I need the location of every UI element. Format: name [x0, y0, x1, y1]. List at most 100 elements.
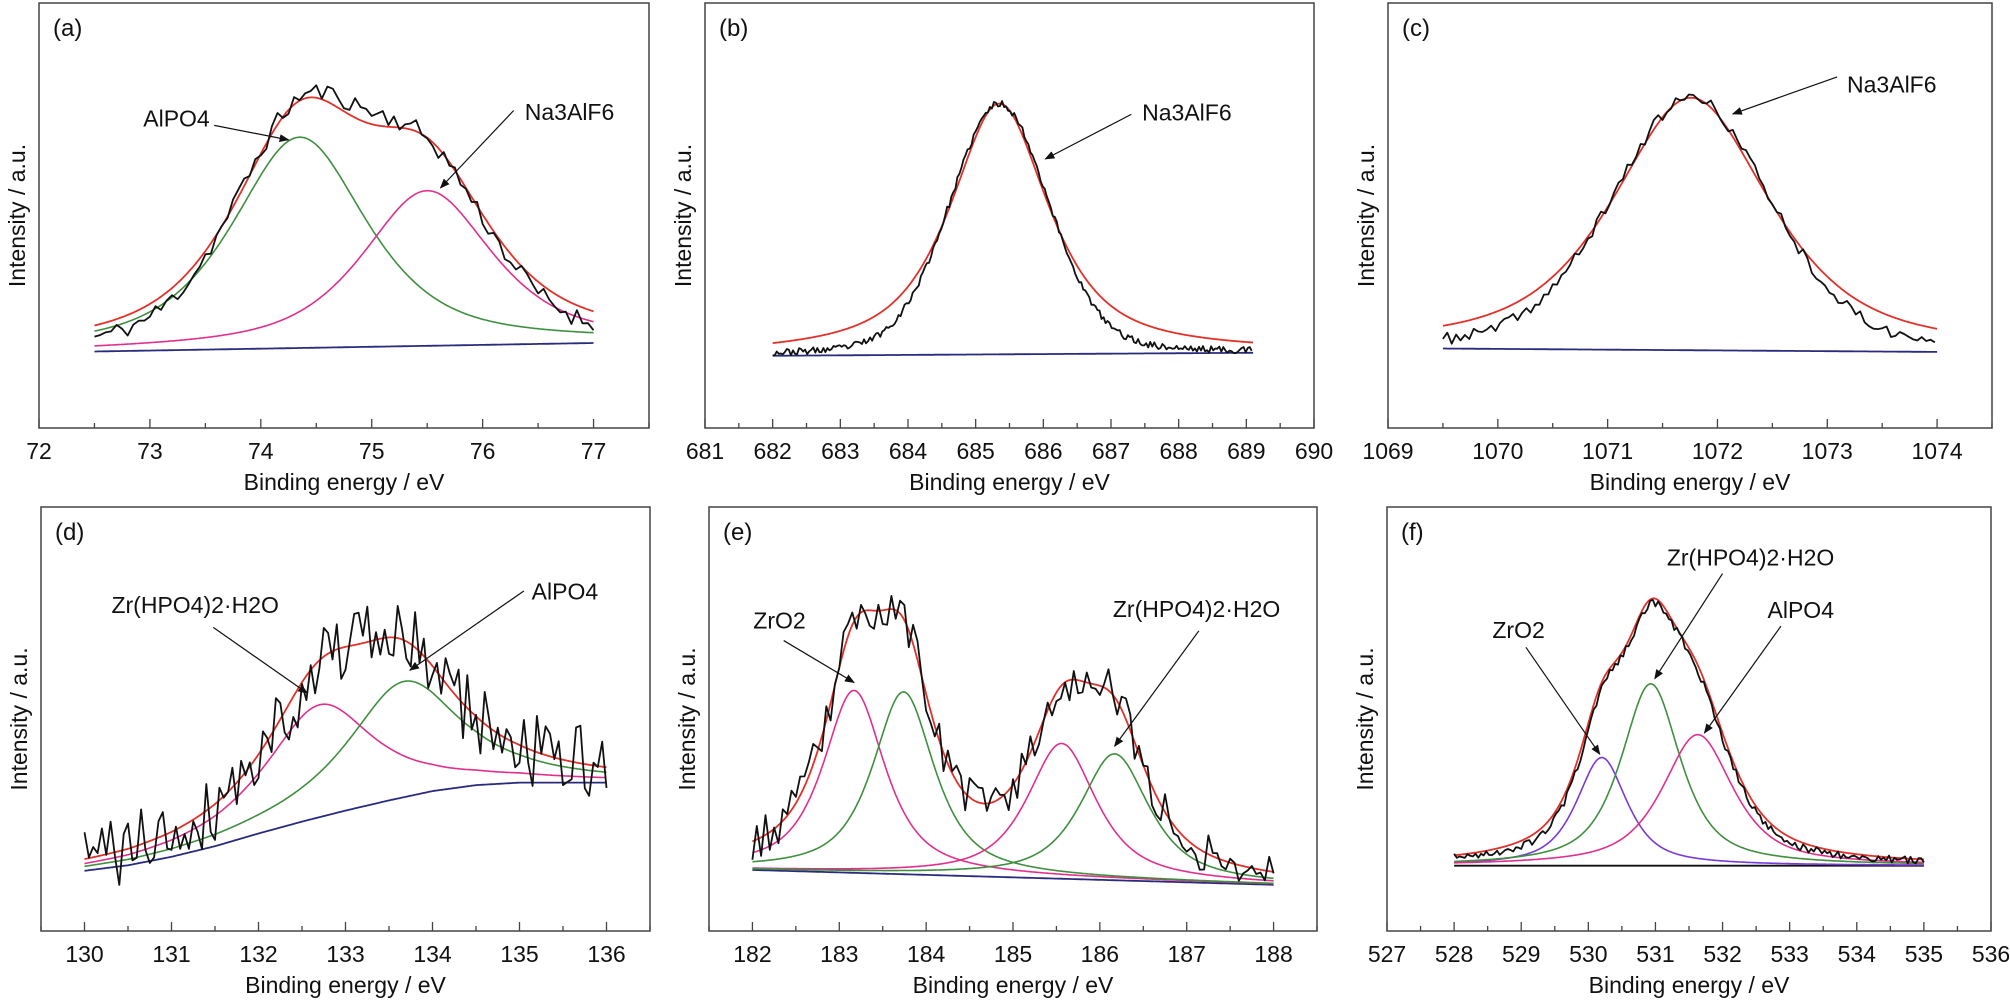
plot-frame [40, 506, 651, 932]
x-axis-label: Binding energy / eV [244, 469, 445, 495]
y-axis-label: Intensity / a.u. [674, 647, 700, 790]
y-axis-label: Intensity / a.u. [1353, 144, 1379, 287]
plot-frame [704, 2, 1315, 429]
panel-label: (d) [55, 519, 84, 546]
x-tick-label: 131 [152, 941, 190, 967]
panel-a: 72 73 74 75 76 77 Binding energy / eV Intensity… [4, 2, 650, 495]
x-tick-label: 134 [413, 941, 452, 967]
background-line [94, 342, 594, 353]
x-tick-label: 535 [1905, 941, 1943, 967]
x-tick-label: 185 [994, 941, 1032, 967]
x-axis-label: Binding energy / eV [913, 972, 1114, 998]
x-tick-label: 685 [956, 438, 994, 464]
panel-c: 1069 1070 1071 1072 1073 1074 Binding energy /… [1353, 2, 1993, 495]
peak-annotation: AlPO4 [143, 105, 210, 131]
raw-spectrum [1442, 93, 1936, 345]
x-axis-label: Binding energy / eV [909, 469, 1110, 495]
raw-spectrum [772, 100, 1253, 357]
x-tick-label: 188 [1254, 941, 1292, 967]
peak-annotation: AlPO4 [1768, 597, 1835, 623]
component-peak [94, 189, 594, 347]
x-tick-label: 682 [753, 438, 791, 464]
panel-label: (f) [1401, 519, 1424, 546]
x-tick-label: 533 [1770, 941, 1808, 967]
fitted-envelope [1454, 597, 1924, 861]
y-axis-label: Intensity / a.u. [6, 647, 32, 790]
x-tick-label: 76 [470, 438, 496, 464]
panel-f: 527 528 529 530 531 532 533 534 535 536 Binding en… [1352, 506, 2010, 998]
background-line [752, 869, 1274, 886]
x-tick-label: 683 [821, 438, 859, 464]
panel-e: 182 183 184 185 186 187 188 Binding energy / eV… [674, 506, 1318, 998]
component-peak [752, 742, 1274, 882]
x-tick-label: 529 [1502, 941, 1540, 967]
panel-label: (b) [719, 15, 748, 42]
annotation-arrow [439, 110, 515, 189]
raw-spectrum [1453, 598, 1925, 865]
peak-annotation: ZrO2 [1492, 617, 1544, 643]
x-tick-label: 136 [587, 941, 625, 967]
x-tick-label: 1071 [1582, 438, 1633, 464]
peak-annotation: Zr(HPO4)2·H2O [111, 592, 278, 618]
x-tick-label: 74 [248, 438, 274, 464]
background-line [84, 781, 607, 872]
x-axis-label: Binding energy / eV [1589, 972, 1790, 998]
peak-annotation: Na3AlF6 [525, 99, 614, 125]
component-peak [1454, 756, 1924, 866]
annotation-arrow [1525, 647, 1601, 756]
y-axis-label: Intensity / a.u. [670, 144, 696, 287]
x-tick-label: 186 [1081, 941, 1119, 967]
peak-annotation: Zr(HPO4)2·H2O [1667, 545, 1834, 571]
component-peak [1453, 682, 1924, 865]
x-tick-label: 534 [1838, 941, 1877, 967]
plot-frame [38, 2, 650, 429]
background-line [1442, 347, 1938, 353]
panel-d: 130 131 132 133 134 135 136 Binding energy / eV… [6, 506, 651, 998]
x-tick-label: 532 [1703, 941, 1741, 967]
x-tick-label: 75 [359, 438, 385, 464]
x-tick-label: 184 [907, 941, 946, 967]
peak-annotation: ZrO2 [753, 608, 805, 634]
x-tick-label: 1072 [1692, 438, 1743, 464]
peak-annotation: Zr(HPO4)2·H2O [1113, 596, 1280, 622]
component-peak [84, 703, 607, 865]
annotation-arrow [1731, 76, 1838, 115]
x-tick-label: 72 [26, 438, 52, 464]
x-tick-label: 73 [137, 438, 163, 464]
x-tick-label: 1074 [1912, 438, 1963, 464]
x-axis-label: Binding energy / eV [1590, 469, 1791, 495]
x-tick-label: 132 [239, 941, 277, 967]
x-tick-label: 536 [1972, 941, 2010, 967]
raw-spectrum [94, 84, 595, 338]
x-tick-label: 527 [1368, 941, 1406, 967]
x-tick-label: 681 [686, 438, 724, 464]
y-axis-label: Intensity / a.u. [1352, 647, 1378, 790]
panel-label: (e) [723, 519, 752, 546]
annotation-arrow [212, 626, 309, 694]
x-tick-label: 684 [889, 438, 928, 464]
x-tick-label: 187 [1168, 941, 1206, 967]
background-line [772, 351, 1254, 357]
x-tick-label: 686 [1024, 438, 1062, 464]
fitted-envelope [772, 102, 1254, 344]
x-tick-label: 130 [65, 941, 103, 967]
peak-annotation: Na3AlF6 [1847, 71, 1936, 97]
annotation-arrow [1703, 625, 1782, 734]
annotation-arrow [783, 640, 855, 684]
x-tick-label: 689 [1227, 438, 1265, 464]
component-peak [752, 753, 1274, 880]
x-tick-label: 530 [1569, 941, 1607, 967]
x-tick-label: 688 [1159, 438, 1197, 464]
x-tick-label: 1070 [1472, 438, 1523, 464]
peak-annotation: AlPO4 [532, 578, 599, 604]
fitted-envelope [94, 96, 594, 327]
raw-spectrum [83, 605, 608, 886]
fitted-envelope [84, 636, 607, 860]
peak-annotation: Na3AlF6 [1142, 100, 1231, 126]
annotation-arrow [409, 590, 525, 671]
x-tick-label: 528 [1435, 941, 1473, 967]
component-peak [94, 136, 594, 334]
y-axis-label: Intensity / a.u. [4, 144, 30, 287]
annotation-arrow [1044, 113, 1132, 160]
